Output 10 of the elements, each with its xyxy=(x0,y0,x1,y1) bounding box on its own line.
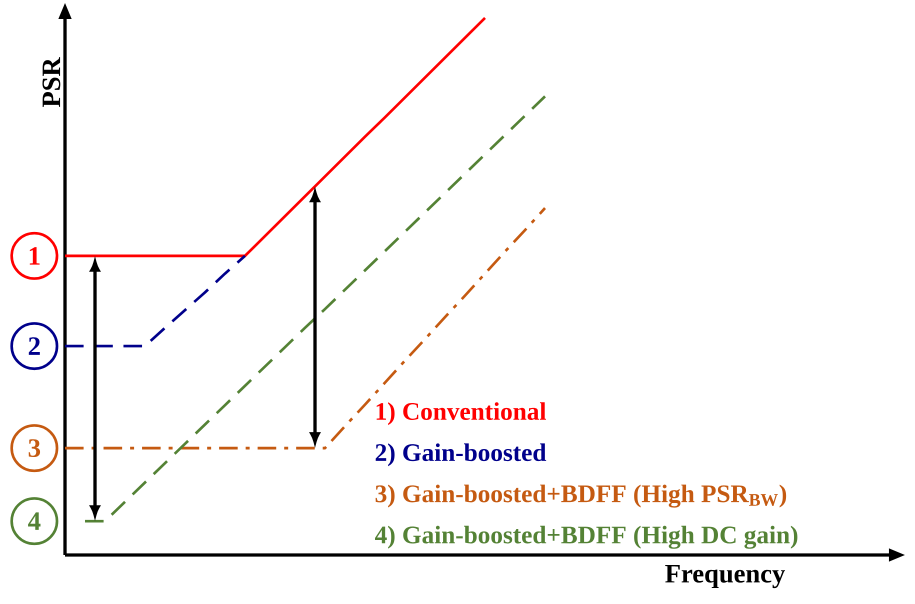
text: 4 xyxy=(28,512,40,530)
text: 3 xyxy=(28,439,40,458)
x-axis-title: Frequency xyxy=(665,564,786,588)
text: 3) Gain-boosted+BDFF (High PSR$_{BW}$) xyxy=(376,484,786,508)
y-axis-title: PSR xyxy=(42,57,60,108)
text: 2) Gain-boosted xyxy=(376,443,546,466)
text: 1 xyxy=(30,247,40,265)
text: 4) Gain-boosted+BDFF (High DC gain) xyxy=(375,526,798,549)
text: 1) Conventional xyxy=(376,402,546,426)
text: 2 xyxy=(28,337,40,355)
